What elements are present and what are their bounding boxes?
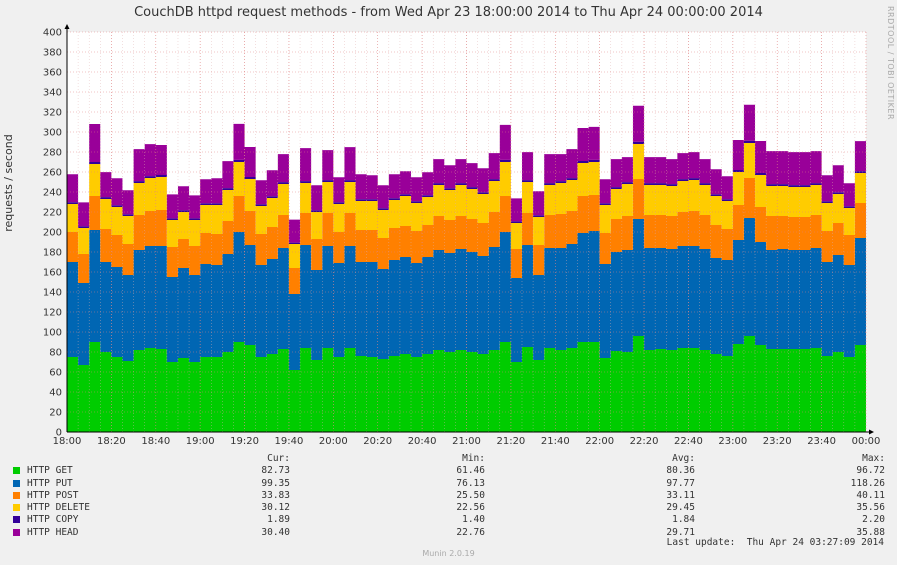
y-tick-label: 220 [43, 208, 62, 219]
y-tick-label: 140 [43, 288, 62, 299]
legend-header-cur: Cur: [267, 453, 290, 464]
y-tick-label: 60 [49, 368, 62, 379]
legend-row-put: HTTP PUT 99.35 76.13 97.77 118.26 [13, 478, 885, 490]
legend-name-copy: HTTP COPY [27, 514, 79, 526]
legend-avg-put: 97.77 [666, 477, 695, 489]
x-tick-label: 23:20 [763, 436, 792, 447]
legend-min-get: 61.46 [456, 465, 485, 477]
legend-avg-delete: 29.45 [666, 502, 695, 514]
chart-title: CouchDB httpd request methods - from Wed… [134, 5, 763, 20]
legend-name-post: HTTP POST [27, 489, 79, 501]
chart-area: 0 20 40 60 80 100 120 140 160 180 200 220 240 260 280 3… [43, 24, 881, 447]
legend-max-put: 118.26 [850, 477, 885, 489]
y-tick-label: 120 [43, 308, 62, 319]
x-tick-label: 19:20 [230, 436, 259, 447]
legend: Cur: Min: Avg: Max: HTTP GET 82.73 61.46… [13, 453, 885, 539]
y-tick-label: 320 [43, 108, 62, 119]
y-tick-label: 240 [43, 188, 62, 199]
legend-min-delete: 22.56 [456, 502, 485, 514]
y-tick-label: 20 [49, 408, 62, 419]
y-axis-arrow [64, 24, 70, 29]
y-tick-label: 80 [49, 348, 62, 359]
legend-min-head: 22.76 [456, 526, 485, 538]
legend-swatch-put [13, 479, 20, 487]
x-tick-label: 22:40 [674, 436, 703, 447]
y-tick-label: 360 [43, 68, 62, 79]
x-tick-label: 20:00 [319, 436, 348, 447]
munin-version: Munin 2.0.19 [422, 549, 475, 558]
x-tick-label: 19:00 [186, 436, 215, 447]
legend-cur-get: 82.73 [261, 465, 290, 477]
y-tick-label: 300 [43, 128, 62, 139]
y-tick-label: 160 [43, 268, 62, 279]
y-tick-label: 380 [43, 48, 62, 59]
legend-swatch-copy [13, 516, 20, 524]
legend-cur-post: 33.83 [261, 489, 290, 501]
x-tick-label: 20:20 [363, 436, 392, 447]
legend-swatch-head [13, 528, 20, 536]
legend-header-avg: Avg: [672, 453, 695, 464]
legend-row-copy: HTTP COPY 1.89 1.40 1.84 2.20 [13, 514, 885, 526]
legend-header-max: Max: [862, 453, 885, 464]
series-area-http-delete [67, 143, 866, 268]
legend-name-delete: HTTP DELETE [27, 502, 90, 514]
legend-min-copy: 1.40 [462, 514, 485, 526]
legend-name-head: HTTP HEAD [27, 526, 79, 538]
legend-row-get: HTTP GET 82.73 61.46 80.36 96.72 [13, 465, 885, 477]
x-tick-label: 21:40 [541, 436, 570, 447]
legend-avg-get: 80.36 [666, 465, 695, 477]
legend-avg-head: 29.71 [666, 526, 695, 538]
y-tick-label: 40 [49, 388, 62, 399]
legend-row-head: HTTP HEAD 30.40 22.76 29.71 35.88 [13, 527, 885, 539]
legend-swatch-post [13, 491, 20, 499]
legend-avg-post: 33.11 [666, 489, 695, 501]
x-tick-label: 22:00 [585, 436, 614, 447]
x-tick-label: 00:00 [852, 436, 881, 447]
x-tick-label: 19:40 [275, 436, 304, 447]
legend-cur-delete: 30.12 [261, 502, 290, 514]
x-tick-label: 18:00 [53, 436, 82, 447]
last-update: Last update: Thu Apr 24 03:27:09 2014 [666, 537, 884, 548]
x-tick-label: 18:20 [97, 436, 126, 447]
legend-header-min: Min: [462, 453, 485, 464]
legend-cur-put: 99.35 [261, 477, 290, 489]
x-tick-label: 23:40 [807, 436, 836, 447]
legend-cur-head: 30.40 [261, 526, 290, 538]
legend-max-post: 40.11 [856, 489, 885, 501]
legend-swatch-delete [13, 504, 20, 512]
y-tick-label: 400 [43, 28, 62, 39]
y-tick-label: 200 [43, 228, 62, 239]
x-tick-label: 20:40 [408, 436, 437, 447]
x-tick-label: 23:00 [718, 436, 747, 447]
legend-name-put: HTTP PUT [27, 477, 73, 489]
legend-max-delete: 35.56 [856, 502, 885, 514]
legend-header-row: Cur: Min: Avg: Max: [13, 453, 885, 465]
y-tick-label: 0 [56, 428, 62, 439]
x-axis-arrow [869, 429, 874, 435]
legend-row-post: HTTP POST 33.83 25.50 33.11 40.11 [13, 490, 885, 502]
y-tick-label: 100 [43, 328, 62, 339]
x-tick-label: 22:20 [630, 436, 659, 447]
x-tick-label: 21:20 [496, 436, 525, 447]
legend-min-post: 25.50 [456, 489, 485, 501]
y-tick-label: 180 [43, 248, 62, 259]
y-tick-label: 260 [43, 168, 62, 179]
legend-name-get: HTTP GET [27, 465, 73, 477]
legend-swatch-get [13, 467, 20, 475]
y-tick-label: 340 [43, 88, 62, 99]
x-tick-label: 21:00 [452, 436, 481, 447]
x-tick-label: 18:40 [141, 436, 170, 447]
legend-max-get: 96.72 [856, 465, 885, 477]
legend-max-copy: 2.20 [862, 514, 885, 526]
legend-avg-copy: 1.84 [672, 514, 695, 526]
legend-max-head: 35.88 [856, 526, 885, 538]
legend-row-delete: HTTP DELETE 30.12 22.56 29.45 35.56 [13, 502, 885, 514]
legend-cur-copy: 1.89 [267, 514, 290, 526]
legend-min-put: 76.13 [456, 477, 485, 489]
y-tick-label: 280 [43, 148, 62, 159]
